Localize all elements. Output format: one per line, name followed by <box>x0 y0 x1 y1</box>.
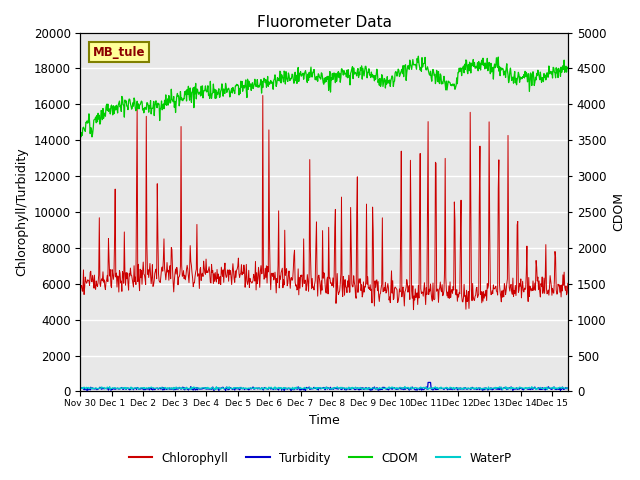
Y-axis label: Chlorophyll/Turbidity: Chlorophyll/Turbidity <box>15 148 28 276</box>
Text: MB_tule: MB_tule <box>93 46 145 59</box>
Y-axis label: CDOM: CDOM <box>612 192 625 231</box>
Legend: Chlorophyll, Turbidity, CDOM, WaterP: Chlorophyll, Turbidity, CDOM, WaterP <box>124 447 516 469</box>
X-axis label: Time: Time <box>308 414 339 427</box>
Title: Fluorometer Data: Fluorometer Data <box>257 15 392 30</box>
